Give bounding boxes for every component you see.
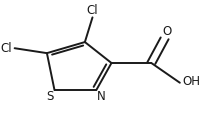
Text: Cl: Cl	[87, 4, 98, 17]
Text: Cl: Cl	[0, 42, 12, 55]
Text: S: S	[46, 90, 53, 103]
Text: N: N	[97, 90, 105, 103]
Text: O: O	[163, 25, 172, 38]
Text: OH: OH	[182, 75, 200, 88]
